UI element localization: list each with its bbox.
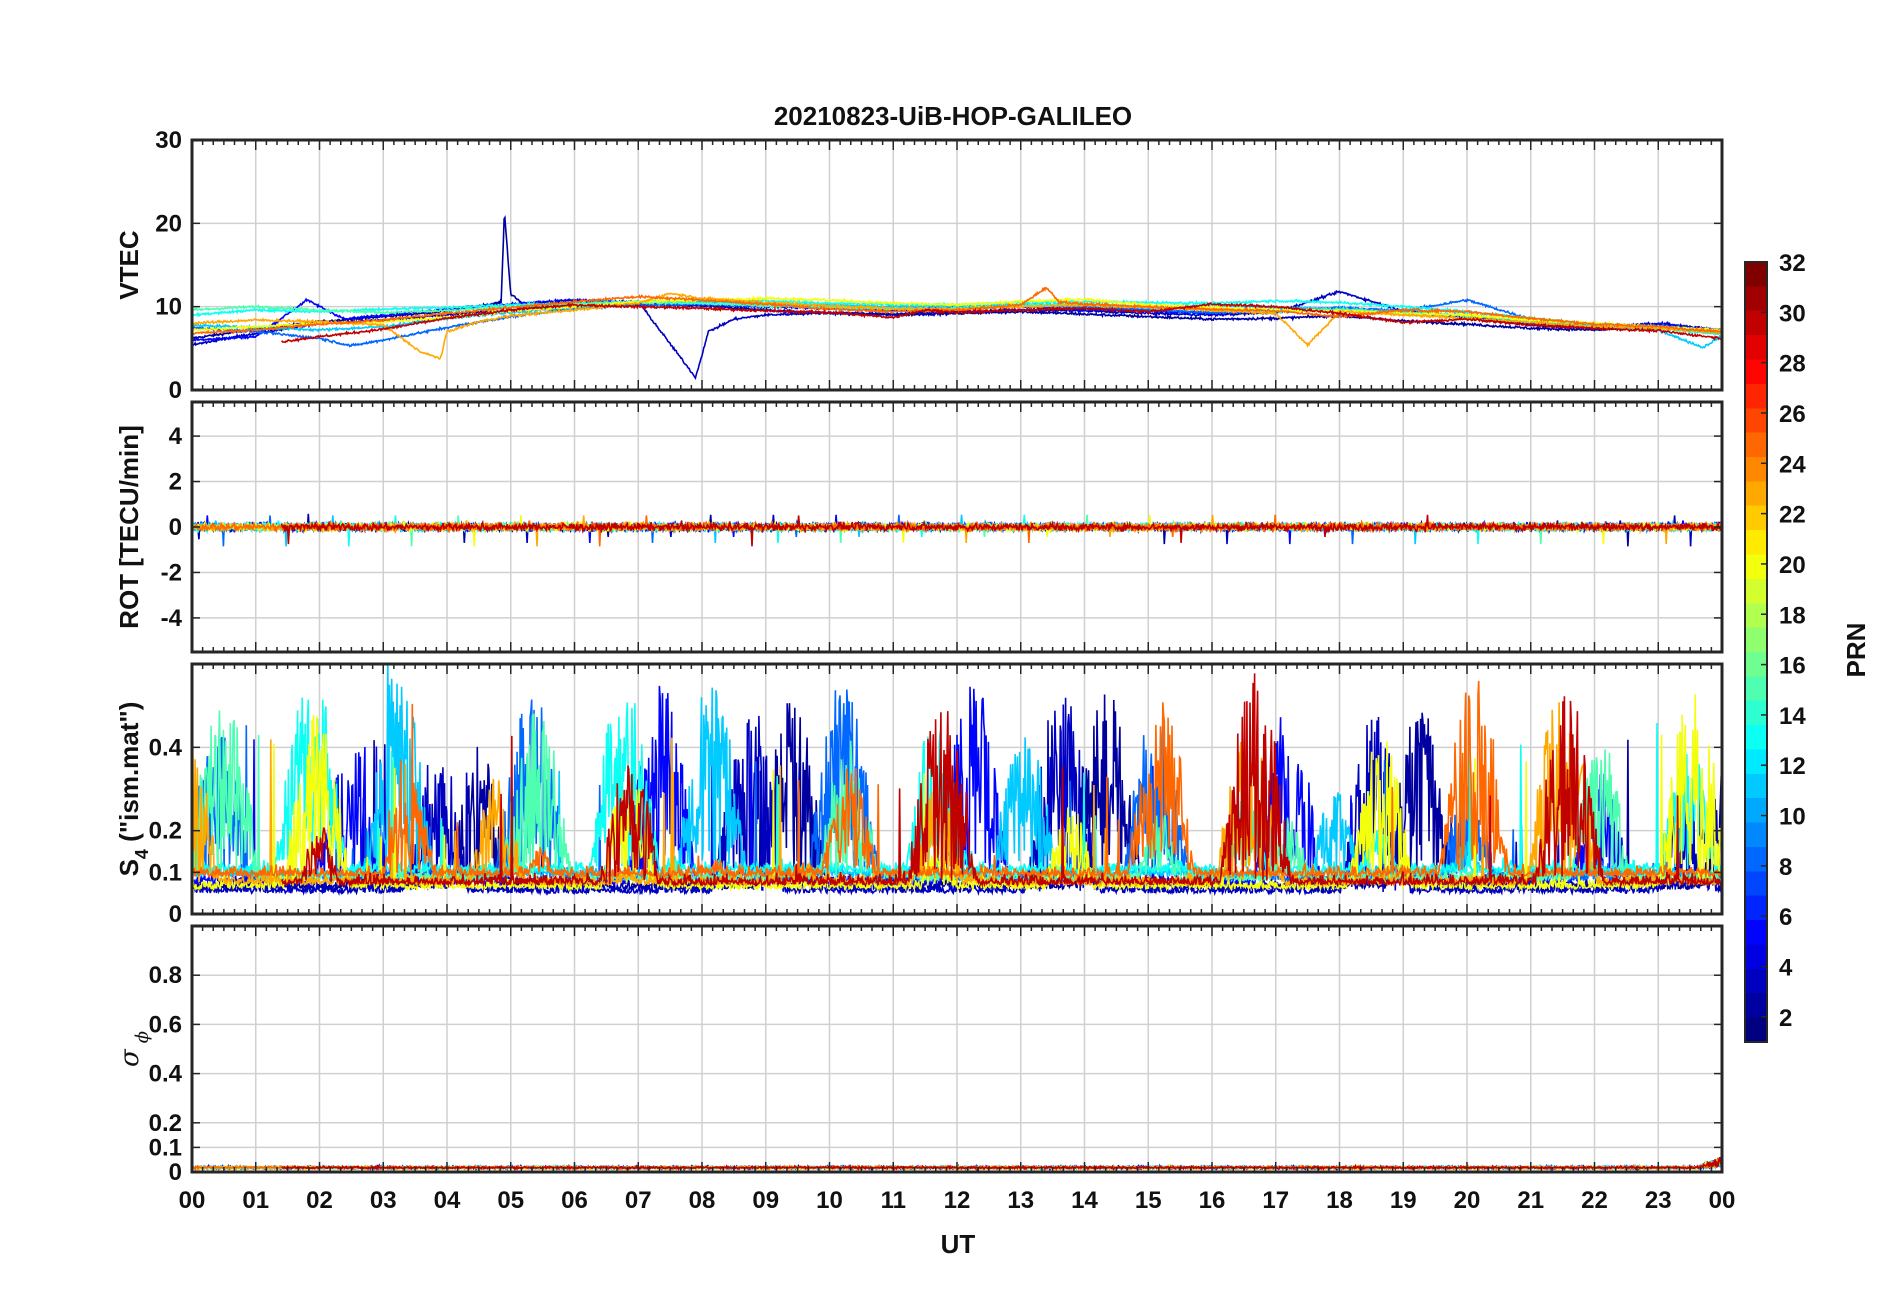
y-tick-label-vtec: 30 (155, 127, 182, 154)
x-tick-label: 21 (1517, 1187, 1544, 1214)
series-line-vtec-prn-25 (192, 286, 1722, 336)
x-tick-label: 04 (434, 1187, 461, 1214)
colorbar-tick-label: 16 (1779, 653, 1806, 680)
colorbar-tick-label: 12 (1779, 753, 1806, 780)
y-tick-label-sigma_phi: 0.2 (149, 1110, 182, 1137)
x-tick-label: 19 (1390, 1187, 1417, 1214)
x-tick-label: 22 (1581, 1187, 1608, 1214)
y-tick-label-s4: 0.4 (149, 734, 183, 761)
series-line-vtec-prn-30 (280, 302, 1722, 344)
x-tick-label: 07 (625, 1187, 652, 1214)
y-tick-label-sigma_phi: 0.8 (149, 962, 182, 989)
y-axis-label-rot: ROT [TECU/min] (114, 425, 144, 629)
panel-rot: -4 -2 0 2 4 ROT [TECU/min] (114, 400, 1724, 654)
y-axis-label-sigma_phi: σϕ (115, 1031, 153, 1067)
x-tick-label: 15 (1135, 1187, 1162, 1214)
y-tick-label-vtec: 10 (155, 294, 182, 321)
x-tick-label: 23 (1645, 1187, 1672, 1214)
x-tick-label: 00 (1709, 1187, 1736, 1214)
panel-vtec: 0 10 20 30 VTEC (114, 127, 1724, 404)
colorbar-tick-label: 30 (1779, 300, 1806, 327)
x-tick-label: 02 (306, 1187, 333, 1214)
y-tick-label-s4: 0.2 (149, 818, 182, 845)
x-axis-label: UT (941, 1229, 976, 1259)
y-tick-label-sigma_phi: 0 (169, 1159, 182, 1186)
y-axis-label-s4: S4 ("ism.mat") (114, 702, 152, 877)
series-group-s4 (192, 664, 1722, 897)
minor-ticks-vtec (191, 140, 1723, 390)
colorbar-tick-label: 10 (1779, 804, 1806, 831)
series-group-vtec (192, 215, 1722, 380)
colorbar-tick-label: 4 (1779, 955, 1793, 982)
colorbar-tick-label: 24 (1779, 451, 1806, 478)
colorbar-tick-label: 32 (1779, 250, 1806, 277)
series-line-vtec-prn-20 (192, 295, 1722, 332)
x-tick-label: 00 (179, 1187, 206, 1214)
colorbar-tick-label: 18 (1779, 602, 1806, 629)
x-tick-label: 10 (816, 1187, 843, 1214)
x-tick-label: 16 (1199, 1187, 1226, 1214)
y-tick-label-s4: 0.1 (149, 859, 182, 886)
x-tick-label: 01 (242, 1187, 269, 1214)
minor-ticks-rot (191, 402, 1723, 652)
x-tick-label: 14 (1071, 1187, 1098, 1214)
colorbar-tick-label: 14 (1779, 703, 1806, 730)
y-tick-label-rot: -4 (161, 605, 183, 632)
y-tick-label-rot: -2 (161, 559, 182, 586)
y-tick-label-sigma_phi: 0.4 (149, 1061, 183, 1088)
x-tick-label: 06 (561, 1187, 588, 1214)
colorbar-tick-label: 22 (1779, 502, 1806, 529)
series-line-rot-prn-30 (280, 514, 1722, 547)
x-tick-label: 11 (881, 1187, 906, 1214)
y-tick-label-rot: 0 (169, 514, 182, 541)
colorbar-tick-label: 6 (1779, 904, 1792, 931)
series-line-s4-prn-25 (192, 680, 1722, 880)
x-tick-label: 03 (370, 1187, 397, 1214)
chart-title: 20210823-UiB-HOP-GALILEO (774, 101, 1132, 131)
colorbar-tick-label: 8 (1779, 854, 1792, 881)
colorbar-tick-label: 26 (1779, 401, 1806, 428)
y-tick-label-sigma_phi: 0.6 (149, 1011, 182, 1038)
x-tick-label: 12 (944, 1187, 971, 1214)
y-tick-label-rot: 4 (169, 423, 183, 450)
colorbar-tick-label: 20 (1779, 552, 1806, 579)
y-tick-label-sigma_phi: 0.1 (149, 1134, 182, 1161)
colorbar-gradient (1744, 261, 1768, 1043)
x-tick-label: 20 (1454, 1187, 1481, 1214)
minor-ticks-s4 (191, 664, 1723, 914)
y-tick-label-rot: 2 (169, 469, 182, 496)
y-tick-label-s4: 0 (169, 901, 182, 928)
y-tick-label-vtec: 20 (155, 210, 182, 237)
panel-sigma-phi: 00.10.2 0.4 0.6 0.8 σϕ (115, 924, 1724, 1186)
colorbar-tick-label: 28 (1779, 351, 1806, 378)
x-tick-label: 18 (1326, 1187, 1353, 1214)
x-tick-label: 13 (1007, 1187, 1034, 1214)
panel-s4: 0 0.1 0.2 0.4S4 ("ism.mat") (114, 662, 1724, 928)
x-tick-label: 17 (1262, 1187, 1289, 1214)
y-tick-label-vtec: 0 (169, 377, 182, 404)
x-tick-label: 09 (752, 1187, 779, 1214)
series-group-rot (192, 513, 1722, 547)
minor-ticks-sigma_phi (191, 926, 1723, 1172)
colorbar-label: PRN (1841, 623, 1871, 678)
x-tick-label: 08 (689, 1187, 716, 1214)
colorbar-tick-label: 2 (1779, 1005, 1792, 1032)
series-line-s4-prn-3 (192, 697, 1722, 897)
x-tick-label: 05 (497, 1187, 524, 1214)
series-line-s4-prn-30 (280, 673, 1722, 888)
y-axis-label-vtec: VTEC (114, 230, 144, 300)
